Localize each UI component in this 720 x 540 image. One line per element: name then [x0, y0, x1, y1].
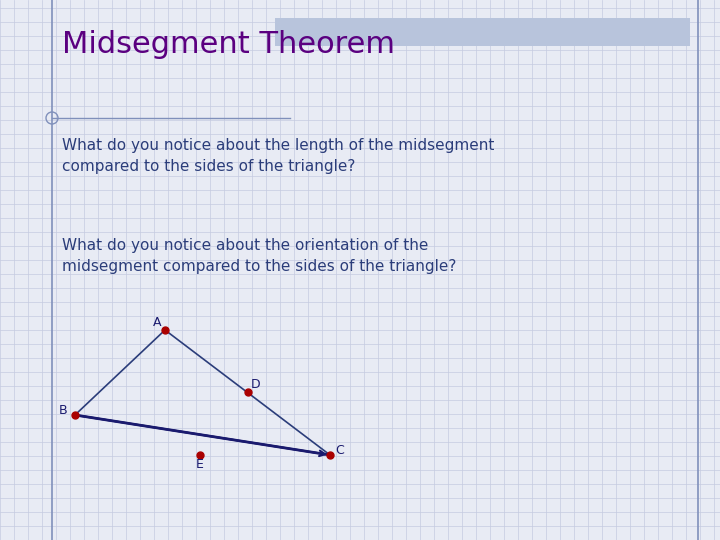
- Text: Midsegment Theorem: Midsegment Theorem: [62, 30, 395, 59]
- Text: B: B: [59, 404, 67, 417]
- Text: A: A: [153, 315, 161, 328]
- Bar: [275, 18, 690, 46]
- Text: D: D: [251, 377, 261, 390]
- Text: E: E: [196, 458, 204, 471]
- Text: C: C: [336, 444, 344, 457]
- Text: What do you notice about the length of the midsegment
compared to the sides of t: What do you notice about the length of t…: [62, 138, 495, 174]
- Text: What do you notice about the orientation of the
midsegment compared to the sides: What do you notice about the orientation…: [62, 238, 456, 274]
